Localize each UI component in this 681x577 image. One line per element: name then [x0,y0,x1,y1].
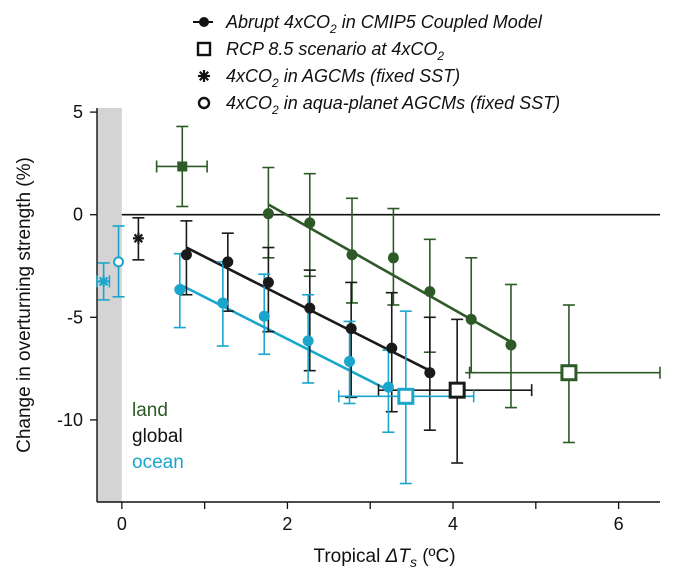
rcp-point-ocean [397,387,415,405]
aqua-point-ocean [113,256,125,268]
rcp-point-global [448,381,466,399]
data-point-global [262,276,274,288]
data-point-land [424,286,436,298]
agcm-point-ocean [98,275,110,287]
legend-label: 4xCO2 in AGCMs (fixed SST) [226,66,460,90]
region-label-land: land [132,400,168,421]
data-point-global [180,249,192,261]
region-label-ocean: ocean [132,452,184,473]
legend-entry: 4xCO2 in aqua-planet AGCMs (fixed SST) [197,93,560,117]
x-tick-label: 2 [282,514,292,534]
data-point-land [505,339,517,351]
x-tick-label: 0 [117,514,127,534]
rcp-point-land [560,364,578,382]
data-point-global [424,367,436,379]
data-point-land [465,313,477,325]
legend-marker-asterisk [198,70,210,82]
x-tick-label: 6 [614,514,624,534]
fit-line-ocean [179,283,390,392]
legend-marker-open-circle [197,96,211,110]
legend-label: Abrupt 4xCO2 in CMIP5 Coupled Model [225,12,543,36]
data-point-global [386,342,398,354]
legend-entry: Abrupt 4xCO2 in CMIP5 Coupled Model [193,12,543,36]
y-axis-label: Change in overturning strength (%) [14,157,35,453]
data-point-land [346,249,358,261]
data-point-land [387,252,399,264]
y-tick-label: 5 [73,102,83,122]
data-point-ocean [217,297,229,309]
shaded-region [97,108,122,502]
legend-marker-filled-circle [199,17,209,27]
x-tick-label: 4 [448,514,458,534]
y-tick-label: 0 [73,205,83,225]
legend-label: RCP 8.5 scenario at 4xCO2 [226,39,444,63]
legend-entry: RCP 8.5 scenario at 4xCO2 [196,39,444,63]
agcm-point-land [177,161,188,172]
data-point-global [222,256,234,268]
region-label-global: global [132,426,183,447]
data-point-ocean [258,310,270,322]
data-point-land [262,208,274,220]
data-point-global [345,323,357,335]
legend-label: 4xCO2 in aqua-planet AGCMs (fixed SST) [226,93,560,117]
data-point-ocean [174,284,186,296]
data-point-global [304,302,316,314]
data-point-ocean [302,335,314,347]
legend-entry: 4xCO2 in AGCMs (fixed SST) [198,66,460,90]
data-point-land [304,217,316,229]
data-point-ocean [382,381,394,393]
legend-marker-open-square [196,41,212,57]
data-point-ocean [344,355,356,367]
agcm-point-global [132,232,144,244]
y-tick-label: -10 [57,410,83,430]
x-axis-label: Tropical ΔTs (ºC) [313,546,455,570]
y-tick-label: -5 [67,307,83,327]
